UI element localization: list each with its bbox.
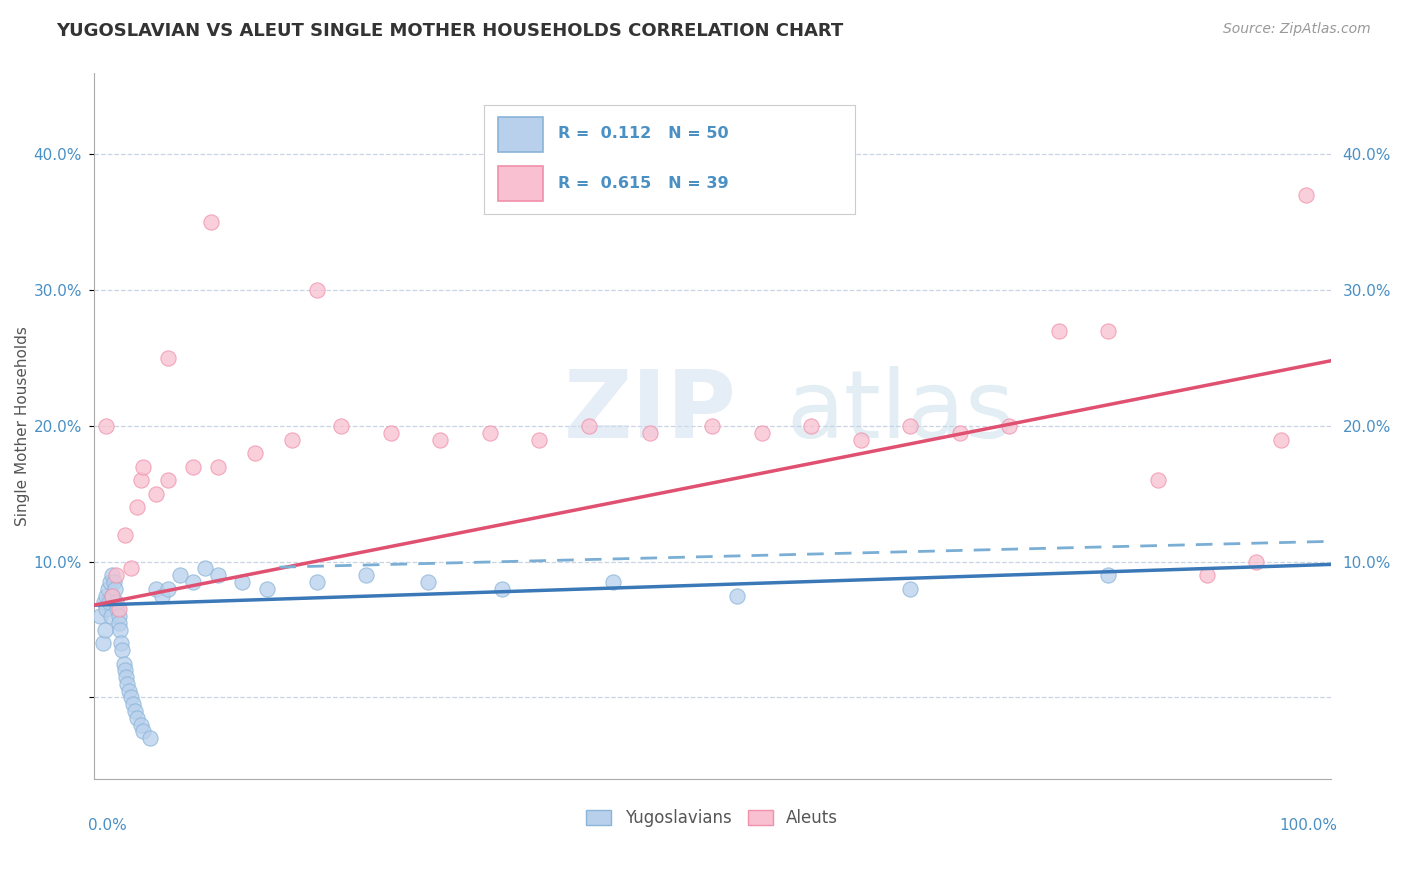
Point <box>527 433 550 447</box>
Point <box>380 425 402 440</box>
Text: atlas: atlas <box>786 366 1015 458</box>
Point <box>145 582 167 596</box>
Point <box>127 711 149 725</box>
Point <box>145 487 167 501</box>
Point <box>200 215 222 229</box>
Point <box>256 582 278 596</box>
Point <box>97 595 120 609</box>
Point <box>849 433 872 447</box>
Point <box>98 575 121 590</box>
Point <box>1097 568 1119 582</box>
Text: 0.0%: 0.0% <box>87 818 127 833</box>
Point <box>105 595 128 609</box>
Point <box>281 433 304 447</box>
Point <box>949 425 972 440</box>
Point <box>231 575 253 590</box>
Point <box>127 500 149 515</box>
Text: 100.0%: 100.0% <box>1279 818 1337 833</box>
Text: Source: ZipAtlas.com: Source: ZipAtlas.com <box>1223 22 1371 37</box>
Point <box>120 561 142 575</box>
Point <box>103 575 125 590</box>
Point <box>157 582 180 596</box>
Point <box>96 419 118 434</box>
Point <box>305 283 328 297</box>
Point <box>115 670 138 684</box>
Point <box>478 425 501 440</box>
Point <box>1246 555 1268 569</box>
Point <box>108 623 131 637</box>
Y-axis label: Single Mother Households: Single Mother Households <box>15 326 30 526</box>
Point <box>129 717 152 731</box>
Point <box>1097 324 1119 338</box>
Point <box>111 643 134 657</box>
Point <box>124 704 146 718</box>
Point <box>132 459 155 474</box>
Point <box>96 582 118 596</box>
Point <box>89 609 111 624</box>
Point <box>107 609 129 624</box>
Point <box>416 575 439 590</box>
Point <box>1270 433 1292 447</box>
Legend: Yugoslavians, Aleuts: Yugoslavians, Aleuts <box>579 803 845 834</box>
Point <box>1295 188 1317 202</box>
Point <box>1146 473 1168 487</box>
Point <box>120 690 142 705</box>
Point <box>491 582 513 596</box>
Point <box>305 575 328 590</box>
Point <box>157 473 180 487</box>
Point <box>104 582 127 596</box>
Point <box>138 731 160 746</box>
Point <box>110 636 132 650</box>
Point <box>354 568 377 582</box>
Point <box>132 724 155 739</box>
Point <box>725 589 748 603</box>
Point <box>105 568 128 582</box>
Point <box>898 582 921 596</box>
Point <box>150 589 173 603</box>
Point <box>107 602 129 616</box>
Point <box>429 433 451 447</box>
Text: YUGOSLAVIAN VS ALEUT SINGLE MOTHER HOUSEHOLDS CORRELATION CHART: YUGOSLAVIAN VS ALEUT SINGLE MOTHER HOUSE… <box>56 22 844 40</box>
Point <box>96 589 118 603</box>
Point <box>243 446 266 460</box>
Point <box>107 602 129 616</box>
Point <box>181 575 204 590</box>
Point <box>129 473 152 487</box>
Point <box>101 589 124 603</box>
Point <box>93 595 115 609</box>
Point <box>1047 324 1070 338</box>
Text: ZIP: ZIP <box>564 366 737 458</box>
Point <box>114 663 136 677</box>
Point <box>101 589 124 603</box>
Point <box>112 657 135 671</box>
Point <box>640 425 662 440</box>
Point <box>157 351 180 365</box>
Point <box>117 683 139 698</box>
Point <box>122 698 145 712</box>
Point <box>100 609 122 624</box>
Point <box>800 419 823 434</box>
Point <box>602 575 624 590</box>
Point <box>578 419 600 434</box>
Point <box>107 615 129 630</box>
Point <box>898 419 921 434</box>
Point <box>702 419 724 434</box>
Point <box>207 459 229 474</box>
Point <box>330 419 353 434</box>
Point <box>751 425 773 440</box>
Point <box>1195 568 1218 582</box>
Point <box>169 568 191 582</box>
Point <box>91 636 114 650</box>
Point <box>181 459 204 474</box>
Point <box>94 623 117 637</box>
Point <box>114 527 136 541</box>
Point <box>207 568 229 582</box>
Point <box>96 602 118 616</box>
Point <box>194 561 217 575</box>
Point <box>117 677 139 691</box>
Point <box>101 568 124 582</box>
Point <box>998 419 1021 434</box>
